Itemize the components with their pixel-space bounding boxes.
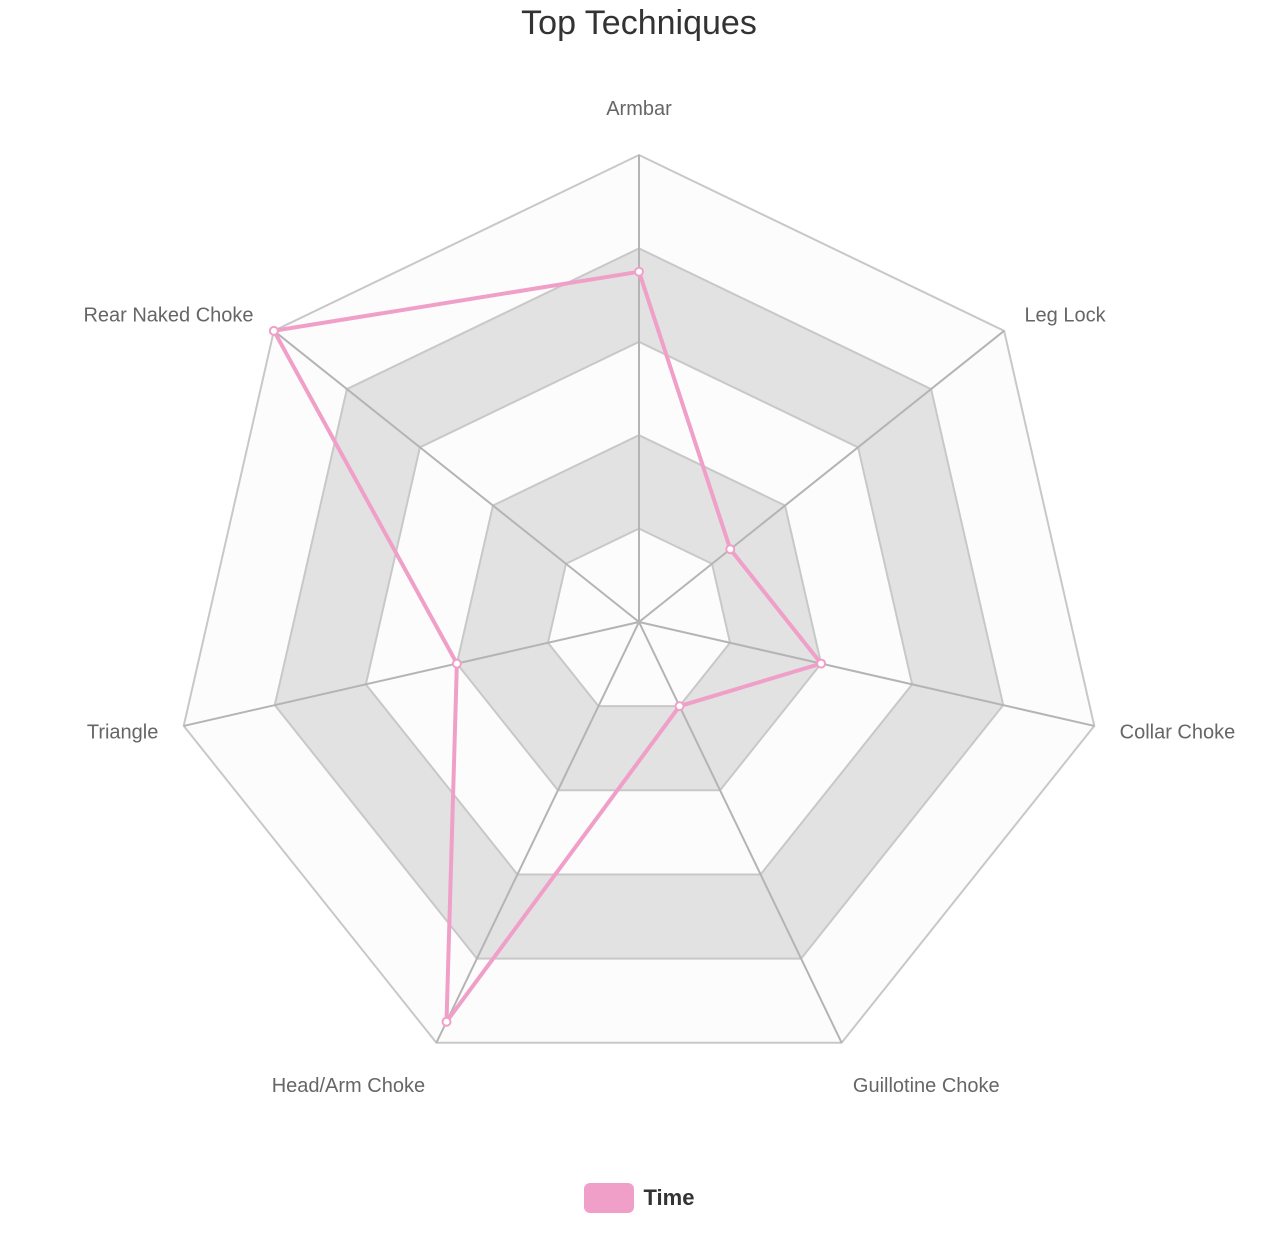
axis-label-0: Armbar <box>606 98 672 120</box>
radar-spoke-6 <box>273 330 640 623</box>
axis-label-3: Guillotine Choke <box>853 1075 1000 1097</box>
radar-spoke-1 <box>638 330 1005 623</box>
radar-spoke-3 <box>638 621 843 1044</box>
legend[interactable]: Time <box>0 1183 1278 1213</box>
legend-label-time: Time <box>643 1185 695 1210</box>
data-point-0-0[interactable] <box>634 266 644 277</box>
radar-spoke-5 <box>183 621 640 727</box>
axis-label-6: Rear Naked Choke <box>83 305 253 327</box>
radar-spoke-2 <box>638 621 1095 727</box>
data-point-0-5[interactable] <box>451 658 462 669</box>
data-point-0-2[interactable] <box>816 658 827 669</box>
axis-label-4: Head/Arm Choke <box>272 1075 425 1097</box>
radar-spokes <box>183 155 1095 1044</box>
data-point-0-1[interactable] <box>725 544 736 555</box>
series-line-0 <box>270 269 825 1029</box>
data-point-0-3[interactable] <box>674 701 685 712</box>
axis-label-1: Leg Lock <box>1024 305 1106 327</box>
data-point-0-4[interactable] <box>441 1016 452 1027</box>
axis-label-2: Collar Choke <box>1120 722 1236 744</box>
series-layer <box>268 266 827 1029</box>
legend-swatch-time <box>583 1183 634 1213</box>
data-point-0-6[interactable] <box>268 325 279 336</box>
axis-labels: Armbar Leg Lock Collar Choke Guillotine Cho… <box>83 98 1235 1097</box>
axis-label-5: Triangle <box>87 722 159 744</box>
radar-spoke-4 <box>435 621 640 1044</box>
chart-title: Top Techniques <box>521 4 757 42</box>
